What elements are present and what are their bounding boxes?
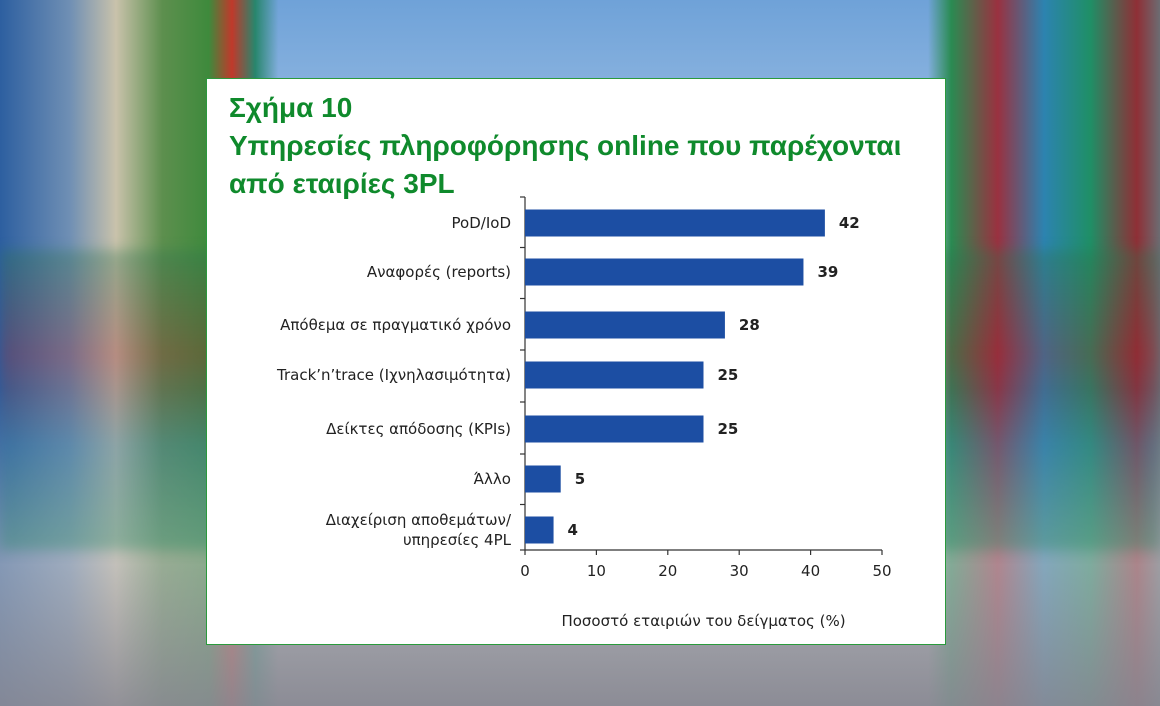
x-tick-label: 50 <box>872 562 891 580</box>
bar <box>525 209 825 237</box>
bar <box>525 311 725 339</box>
data-label: 25 <box>718 420 739 438</box>
bar <box>525 415 704 443</box>
bar-chart: 0 10 20 30 40 50 Ποσοστό εταιριών του δείγματο… <box>276 196 892 630</box>
data-label: 42 <box>839 214 860 232</box>
category-label: Αναφορές (reports) <box>367 263 511 281</box>
bar <box>525 516 554 544</box>
category-label: Track’n’trace (Ιχνηλασιμότητα) <box>276 366 511 384</box>
x-tick-label: 20 <box>658 562 677 580</box>
category-label: PoD/IoD <box>452 214 511 232</box>
x-tick-label: 10 <box>587 562 606 580</box>
category-label: Άλλο <box>474 470 511 488</box>
x-tick-label: 0 <box>520 562 530 580</box>
category-label: υπηρεσίες 4PL <box>403 531 512 549</box>
bar <box>525 465 561 493</box>
x-axis-title: Ποσοστό εταιριών του δείγματος (%) <box>561 612 845 630</box>
figure-number: Σχήμα 10 <box>229 92 353 123</box>
data-label: 4 <box>568 521 578 539</box>
figure-title-line-1: Υπηρεσίες πληροφόρησης online που παρέχο… <box>229 130 902 161</box>
category-label: Δείκτες απόδοσης (KPIs) <box>326 420 511 438</box>
x-tick-label: 40 <box>801 562 820 580</box>
category-label: Απόθεμα σε πραγματικό χρόνο <box>280 316 511 334</box>
data-label: 28 <box>739 316 760 334</box>
bar <box>525 258 804 286</box>
data-label: 39 <box>817 263 838 281</box>
bar <box>525 361 704 389</box>
figure-panel: Σχήμα 10 Υπηρεσίες πληροφόρησης online π… <box>206 78 946 645</box>
x-tick-label: 30 <box>730 562 749 580</box>
data-label: 25 <box>718 366 739 384</box>
data-label: 5 <box>575 470 585 488</box>
figure-title-line-2: από εταιρίες 3PL <box>229 168 455 199</box>
figure-title: Σχήμα 10 Υπηρεσίες πληροφόρησης online π… <box>229 89 929 203</box>
category-label: Διαχείριση αποθεμάτων/ <box>326 511 512 529</box>
